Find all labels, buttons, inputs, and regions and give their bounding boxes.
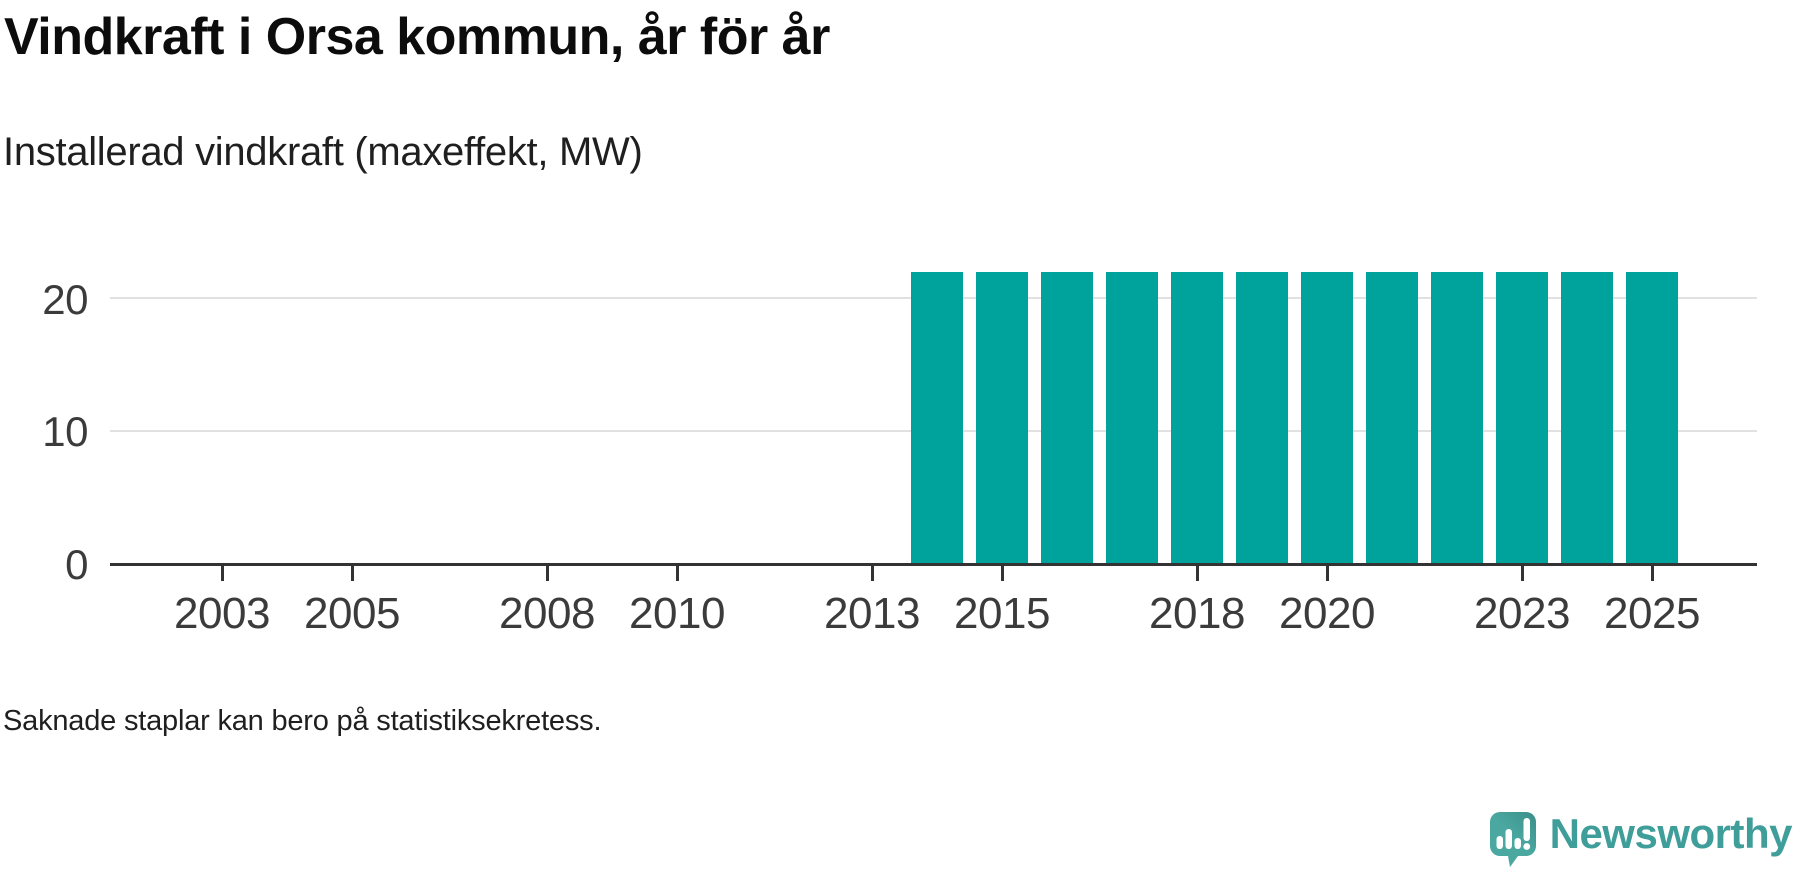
x-tick-label: 2005 xyxy=(304,589,400,638)
x-tick-label: 2003 xyxy=(174,589,270,638)
bar-2016 xyxy=(1041,271,1093,563)
bar-2014 xyxy=(911,271,963,563)
bar-2017 xyxy=(1106,271,1158,563)
x-tick-label: 2020 xyxy=(1279,589,1375,638)
x-tick-label: 2018 xyxy=(1149,589,1245,638)
x-tick-label: 2013 xyxy=(824,589,920,638)
bar-2020 xyxy=(1301,271,1353,563)
newsworthy-logo: Newsworthy xyxy=(1488,810,1793,870)
chart-title: Vindkraft i Orsa kommun, år för år xyxy=(4,8,830,66)
x-tick xyxy=(1195,566,1199,581)
x-tick xyxy=(545,566,549,581)
x-tick-label: 2015 xyxy=(954,589,1050,638)
newsworthy-logo-icon xyxy=(1488,810,1538,868)
x-tick-label: 2008 xyxy=(499,589,595,638)
bar-2024 xyxy=(1561,271,1613,563)
bar-2015 xyxy=(976,271,1028,563)
newsworthy-logo-text: Newsworthy xyxy=(1549,810,1793,857)
bar-2025 xyxy=(1626,271,1678,563)
chart-subtitle: Installerad vindkraft (maxeffekt, MW) xyxy=(3,130,643,174)
x-tick xyxy=(1650,566,1654,581)
x-tick xyxy=(1325,566,1329,581)
x-tick-label: 2025 xyxy=(1604,589,1700,638)
y-tick-label: 0 xyxy=(65,541,88,588)
x-tick xyxy=(1000,566,1004,581)
y-tick-label: 10 xyxy=(42,408,88,455)
bar-2019 xyxy=(1236,271,1288,563)
bar-2023 xyxy=(1496,271,1548,563)
x-tick-label: 2023 xyxy=(1474,589,1570,638)
bar-2022 xyxy=(1431,271,1483,563)
bar-2021 xyxy=(1366,271,1418,563)
x-tick xyxy=(675,566,679,581)
x-tick xyxy=(1520,566,1524,581)
x-tick xyxy=(870,566,874,581)
x-axis-line xyxy=(110,563,1757,566)
bar-2018 xyxy=(1171,271,1223,563)
x-tick xyxy=(350,566,354,581)
y-tick-label: 20 xyxy=(42,275,88,323)
x-tick-label: 2010 xyxy=(629,589,725,638)
footnote: Saknade staplar kan bero på statistiksek… xyxy=(3,705,602,737)
x-tick xyxy=(220,566,224,581)
